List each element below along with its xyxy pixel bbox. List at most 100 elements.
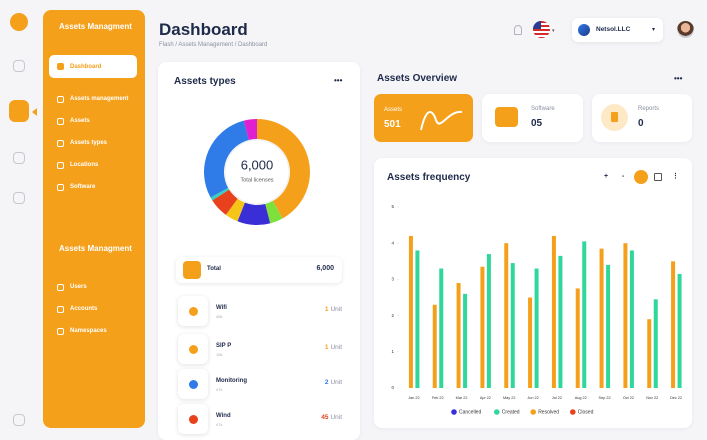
total-row: Total 6,000 — [176, 257, 342, 283]
card-value: 0 — [638, 118, 644, 129]
nav-icon[interactable] — [13, 152, 25, 164]
company-select[interactable]: Netsol.LLC ▾ — [572, 18, 663, 42]
y-tick-label: 2 — [391, 313, 394, 318]
asset-type-row: Monitoring 47k 2 Unit — [176, 367, 342, 401]
item-count: 45 Unit — [321, 414, 342, 421]
sidebar-item[interactable]: Software — [49, 176, 137, 198]
zoom-out[interactable]: - — [622, 173, 625, 180]
count-value: 45 — [321, 414, 329, 421]
bar — [504, 243, 509, 388]
card-value: 05 — [531, 118, 543, 129]
chart-title: Assets frequency — [387, 172, 471, 183]
item-name: Wind — [216, 413, 231, 419]
x-tick-label: Jan 22 — [408, 396, 419, 400]
color-dot — [189, 380, 198, 389]
zoom-in[interactable]: + — [604, 173, 609, 180]
bar — [439, 268, 444, 388]
breadcrumb: Flash / Assets Management / Dashboard — [159, 42, 268, 48]
section-title: Assets Overview — [377, 73, 458, 84]
item-icon — [178, 296, 208, 326]
sidebar-item[interactable]: Dashboard — [49, 55, 137, 78]
item-icon — [178, 334, 208, 364]
item-icon — [178, 404, 208, 434]
bar — [677, 273, 682, 388]
section-menu[interactable]: ••• — [674, 74, 683, 83]
nav-icon[interactable] — [13, 192, 25, 204]
sidebar-item[interactable]: Assets types — [49, 132, 137, 154]
item-icon — [178, 369, 208, 399]
card-label: Assets — [384, 107, 403, 113]
bar — [582, 241, 587, 388]
pan-button[interactable] — [634, 170, 648, 184]
item-icon — [57, 327, 64, 335]
legend-label: Resolved — [538, 409, 559, 415]
bar — [653, 299, 658, 388]
x-tick-label: Nov 22 — [646, 396, 658, 400]
bar — [432, 304, 437, 388]
avatar[interactable] — [677, 21, 694, 38]
item-icon — [57, 139, 64, 147]
software-card[interactable]: Software 05 — [482, 94, 583, 142]
item-icon — [57, 305, 64, 313]
nav-icon[interactable] — [13, 414, 25, 426]
sidebar-item[interactable]: Assets — [49, 110, 137, 132]
sidebar-heading: Assets Managment — [59, 22, 132, 31]
reports-card[interactable]: Reports 0 — [592, 94, 692, 142]
caret: ▾ — [652, 27, 656, 33]
item-label: Users — [70, 284, 87, 290]
chart-menu[interactable]: ⋮ — [672, 173, 679, 180]
item-sub: 47k — [216, 387, 223, 392]
asset-type-row: SIP P 15k 1 Unit — [176, 332, 342, 366]
bar — [558, 255, 563, 388]
card-menu[interactable]: ••• — [334, 76, 343, 85]
item-name: Wifi — [216, 305, 227, 311]
sidebar-item[interactable]: Assets management — [49, 88, 137, 110]
item-name: SIP P — [216, 343, 232, 349]
bar — [486, 254, 491, 388]
bar — [510, 263, 515, 388]
x-tick-label: Mar 22 — [456, 396, 468, 400]
assets-card[interactable]: Assets 501 — [374, 94, 473, 142]
sidebar-item[interactable]: Users — [49, 276, 137, 298]
legend-swatch — [530, 409, 536, 415]
item-label: Locations — [70, 162, 99, 168]
bar — [623, 243, 628, 388]
logo[interactable] — [10, 13, 28, 31]
bar — [551, 235, 556, 388]
bar — [528, 297, 533, 388]
item-count: 1 Unit — [325, 306, 342, 313]
legend-swatch — [451, 409, 457, 415]
item-icon — [57, 63, 64, 70]
reset-button[interactable] — [654, 173, 662, 181]
x-tick-label: Jun 22 — [527, 396, 538, 400]
x-tick-label: Oct 22 — [623, 396, 634, 400]
item-label: Software — [70, 184, 96, 190]
item-label: Assets management — [70, 96, 129, 102]
item-sub: 45k — [216, 314, 223, 319]
x-tick-label: Jul 22 — [552, 396, 562, 400]
item-name: Monitoring — [216, 378, 247, 384]
sidebar-item[interactable]: Accounts — [49, 298, 137, 320]
nav-icon-active[interactable] — [9, 100, 29, 122]
company-logo — [578, 24, 590, 36]
bar-chart: 0 1 2 3 4 5 Jan 22 Feb 22 Mar 22 Apr 22 May 22 Jun … — [391, 204, 682, 415]
item-count: 1 Unit — [325, 344, 342, 351]
bar — [599, 248, 604, 388]
asset-type-row: Wifi 45k 1 Unit — [176, 294, 342, 328]
flag[interactable] — [533, 21, 550, 38]
legend-label: Created — [502, 409, 520, 415]
bar — [606, 264, 611, 388]
sidebar-item[interactable]: Locations — [49, 154, 137, 176]
nav-icon[interactable] — [13, 60, 25, 72]
bar — [415, 250, 420, 388]
asset-type-row: Wind 47k 45 Unit — [176, 402, 342, 436]
donut-hole — [224, 139, 290, 205]
x-tick-label: Apr 22 — [480, 396, 491, 400]
donut-segment — [225, 198, 245, 222]
count-unit: Unit — [330, 379, 342, 386]
company-name: Netsol.LLC — [596, 26, 631, 33]
bar — [671, 261, 676, 388]
sidebar-item[interactable]: Namespaces — [49, 320, 137, 342]
bell-icon[interactable] — [514, 25, 522, 35]
item-label: Accounts — [70, 306, 98, 312]
